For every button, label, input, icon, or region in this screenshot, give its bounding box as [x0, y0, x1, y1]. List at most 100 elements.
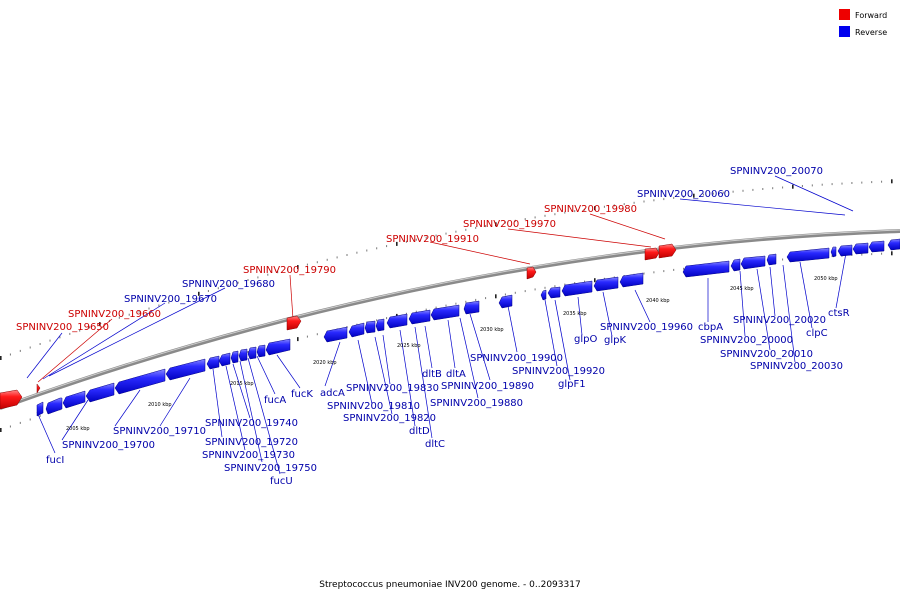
gene-label[interactable]: SPNINV200_19750 — [224, 463, 317, 474]
gene-arrow-reverse[interactable] — [206, 355, 220, 370]
gene-label[interactable]: SPNINV200_20010 — [720, 349, 813, 360]
gene-label[interactable]: fucA — [264, 395, 286, 406]
gene-arrow-reverse[interactable] — [593, 276, 619, 292]
gene-arrow-reverse[interactable] — [830, 246, 837, 258]
gene-arrow-reverse[interactable] — [463, 300, 480, 315]
track-dot — [633, 201, 635, 204]
gene-arrow-reverse[interactable] — [837, 244, 853, 257]
gene-label[interactable]: SPNINV200_19830 — [346, 383, 439, 394]
track-dot — [594, 206, 596, 211]
gene-arrow-reverse[interactable] — [887, 238, 900, 251]
gene-arrow-reverse[interactable] — [547, 286, 561, 299]
gene-arrow-reverse[interactable] — [868, 240, 885, 253]
gene-arrow-reverse[interactable] — [36, 401, 44, 417]
gene-arrow-reverse[interactable] — [682, 260, 730, 278]
gene-label[interactable]: SPNINV200_19900 — [470, 353, 563, 364]
gene-arrow-forward[interactable] — [0, 389, 23, 410]
gene-arrow-reverse[interactable] — [619, 272, 644, 288]
gene-label[interactable]: SPNINV200_19660 — [68, 309, 161, 320]
gene-arrow-forward[interactable] — [526, 266, 537, 280]
callout-line-SPNINV200_19970 — [507, 228, 652, 248]
gene-label[interactable]: fucI — [46, 455, 64, 466]
gene-arrow-reverse[interactable] — [540, 289, 547, 301]
callout-line-SPNINV200_19670 — [42, 302, 166, 380]
gene-label[interactable]: dltB — [422, 369, 442, 380]
gene-arrow-reverse[interactable] — [408, 309, 431, 325]
callout-line-SPNINV200_19820 — [374, 336, 393, 415]
gene-label[interactable]: SPNINV200_19680 — [182, 279, 275, 290]
gene-label[interactable]: SPNINV200_19730 — [202, 450, 295, 461]
gene-label[interactable]: SPNINV200_19650 — [16, 322, 109, 333]
track-dot — [762, 188, 764, 190]
gene-arrow-reverse[interactable] — [561, 280, 593, 297]
gene-arrow-reverse[interactable] — [256, 344, 266, 358]
gene-arrow-reverse[interactable] — [364, 320, 376, 334]
gene-label[interactable]: SPNINV200_19740 — [205, 418, 298, 429]
gene-arrow-reverse[interactable] — [348, 322, 365, 338]
track-dot — [405, 312, 407, 315]
gene-label[interactable]: clpC — [806, 328, 828, 339]
gene-arrow-reverse[interactable] — [45, 397, 63, 415]
gene-arrow-forward[interactable] — [658, 243, 677, 259]
gene-arrow-reverse[interactable] — [218, 352, 231, 367]
gene-label[interactable]: SPNINV200_19710 — [113, 426, 206, 437]
gene-arrow-reverse[interactable] — [247, 346, 257, 360]
gene-label[interactable]: SPNINV200_19980 — [544, 204, 637, 215]
gene-label[interactable]: SPNINV200_19820 — [343, 413, 436, 424]
gene-arrow-reverse[interactable] — [766, 253, 777, 266]
gene-arrow-reverse[interactable] — [265, 338, 291, 356]
gene-label[interactable]: glpO — [574, 334, 597, 345]
gene-arrow-forward[interactable] — [644, 247, 660, 261]
gene-label[interactable]: ctsR — [828, 308, 850, 319]
gene-label[interactable]: glpF1 — [558, 379, 586, 390]
gene-arrow-reverse[interactable] — [852, 242, 869, 255]
track-dot — [683, 195, 685, 198]
gene-arrow-reverse[interactable] — [238, 348, 248, 362]
gene-label[interactable]: glpK — [604, 335, 626, 346]
legend-reverse-label: Reverse — [855, 28, 887, 37]
gene-label[interactable]: SPNINV200_19700 — [62, 440, 155, 451]
callout-line-fucA — [256, 355, 276, 395]
gene-arrow-reverse[interactable] — [375, 318, 385, 332]
gene-label[interactable]: dltD — [409, 426, 430, 437]
gene-arrow-reverse[interactable] — [323, 326, 348, 343]
gene-label[interactable]: SPNINV200_19970 — [463, 219, 556, 230]
gene-arrow-reverse[interactable] — [730, 258, 741, 272]
gene-label[interactable]: cbpA — [698, 322, 723, 333]
gene-arrow-forward[interactable] — [286, 315, 302, 331]
gene-label[interactable]: fucU — [270, 476, 293, 487]
gene-arrow-reverse[interactable] — [498, 294, 513, 309]
gene-label[interactable]: SPNINV200_20020 — [733, 315, 826, 326]
scale-tick-label: 2045 kbp — [730, 286, 754, 292]
gene-arrow-reverse[interactable] — [786, 247, 830, 263]
gene-arrow-reverse[interactable] — [740, 255, 766, 270]
gene-label[interactable]: SPNINV200_19880 — [430, 398, 523, 409]
gene-label[interactable]: SPNINV200_19720 — [205, 437, 298, 448]
track-dot — [801, 185, 803, 187]
gene-label[interactable]: dltA — [446, 369, 466, 380]
callout-line-SPNINV200_19730 — [225, 365, 246, 451]
gene-label[interactable]: SPNINV200_19890 — [441, 381, 534, 392]
gene-arrow-reverse[interactable] — [114, 368, 166, 395]
gene-label[interactable]: SPNINV200_19910 — [386, 234, 479, 245]
gene-label[interactable]: SPNINV200_20000 — [700, 335, 793, 346]
gene-label[interactable]: dltC — [425, 439, 445, 450]
gene-label[interactable]: fucK — [291, 389, 313, 400]
gene-arrow-reverse[interactable] — [386, 313, 408, 329]
gene-label[interactable]: SPNINV200_20060 — [637, 189, 730, 200]
gene-label[interactable]: SPNINV200_19920 — [512, 366, 605, 377]
gene-label[interactable]: SPNINV200_19960 — [600, 322, 693, 333]
gene-label[interactable]: SPNINV200_19670 — [124, 294, 217, 305]
gene-arrow-reverse[interactable] — [165, 358, 206, 381]
gene-label[interactable]: SPNINV200_19790 — [243, 265, 336, 276]
gene-arrow-reverse[interactable] — [85, 382, 115, 403]
gene-arrow-reverse[interactable] — [62, 390, 86, 409]
gene-arrow-forward[interactable] — [36, 383, 41, 394]
gene-label[interactable]: SPNINV200_20030 — [750, 361, 843, 372]
gene-label[interactable]: adcA — [320, 388, 345, 399]
track-dot — [346, 254, 348, 256]
gene-label[interactable]: SPNINV200_19810 — [327, 401, 420, 412]
gene-label[interactable]: SPNINV200_20070 — [730, 166, 823, 177]
gene-arrow-reverse[interactable] — [430, 304, 460, 321]
gene-arrow-reverse[interactable] — [230, 350, 239, 364]
